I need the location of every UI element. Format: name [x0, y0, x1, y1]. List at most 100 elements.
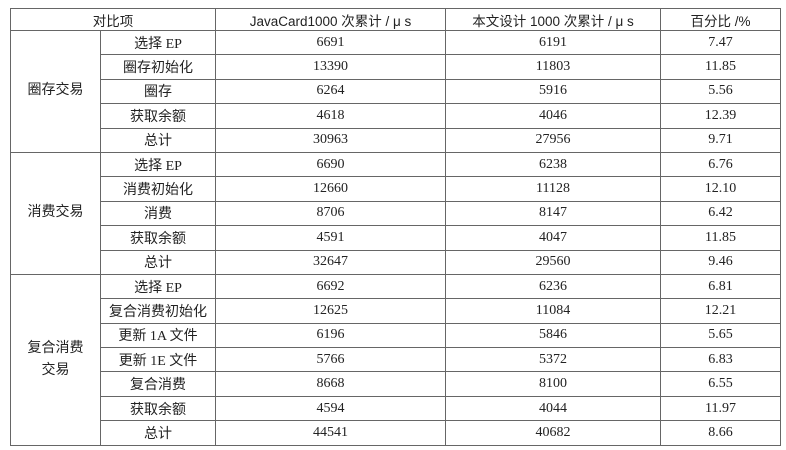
comparison-table: 对比项 JavaCard1000 次累计 / μ s 本文设计 1000 次累计… — [10, 8, 781, 446]
item-cell: 选择 EP — [100, 29, 216, 56]
group-cell: 圈存交易 — [10, 30, 101, 153]
value-cell: 6.42 — [660, 200, 781, 227]
item-cell: 更新 1A 文件 — [100, 322, 216, 349]
table-row: 圈存 6264 5916 5.56 — [11, 78, 781, 105]
value-cell: 6238 — [445, 151, 661, 178]
value-cell: 8668 — [215, 371, 446, 397]
value-cell: 4591 — [215, 225, 446, 251]
value-cell: 7.47 — [660, 29, 781, 56]
value-cell: 6692 — [215, 273, 446, 300]
value-cell: 12.10 — [660, 176, 781, 202]
item-cell: 选择 EP — [100, 151, 216, 178]
item-cell: 圈存 — [100, 78, 216, 105]
group-label: 圈存交易 — [27, 83, 84, 99]
value-cell: 44541 — [215, 420, 446, 446]
value-cell: 30963 — [215, 127, 446, 153]
value-cell: 6.83 — [660, 347, 781, 373]
value-cell: 6264 — [215, 78, 446, 105]
value-cell: 13390 — [215, 54, 446, 80]
item-cell: 总计 — [100, 249, 216, 275]
item-cell: 获取余额 — [100, 103, 216, 129]
group-cell: 复合消费交易 — [10, 273, 101, 446]
item-cell: 总计 — [100, 127, 216, 153]
value-cell: 6.76 — [660, 151, 781, 178]
table-row: 获取余额 4594 4044 11.97 — [11, 395, 781, 422]
group-label: 消费交易 — [27, 205, 84, 221]
value-cell: 4047 — [445, 225, 661, 251]
table-row: 复合消费交易 选择 EP 6692 6236 6.81 — [10, 273, 781, 446]
header-cell: 百分比 /% — [660, 8, 781, 31]
value-cell: 11803 — [445, 54, 661, 80]
table-row: 消费交易 选择 EP 6690 6238 6.76 — [10, 151, 781, 275]
value-cell: 27956 — [445, 127, 661, 153]
table-row: 总计 32647 29560 9.46 — [11, 249, 781, 275]
value-cell: 8706 — [215, 200, 446, 227]
item-cell: 获取余额 — [100, 225, 216, 251]
table-row: 更新 1A 文件 6196 5846 5.65 — [11, 322, 781, 349]
value-cell: 8.66 — [660, 420, 781, 446]
item-cell: 消费初始化 — [100, 176, 216, 202]
value-cell: 11.85 — [660, 54, 781, 80]
table-wrap: 对比项 JavaCard1000 次累计 / μ s 本文设计 1000 次累计… — [10, 8, 781, 446]
value-cell: 6.81 — [660, 273, 781, 300]
value-cell: 11084 — [445, 298, 661, 324]
item-cell: 获取余额 — [100, 395, 216, 422]
value-cell: 11128 — [445, 176, 661, 202]
table-row: 消费初始化 12660 11128 12.10 — [11, 176, 781, 202]
value-cell: 5766 — [215, 347, 446, 373]
value-cell: 4594 — [215, 395, 446, 422]
header-row: 对比项 JavaCard1000 次累计 / μ s 本文设计 1000 次累计… — [10, 8, 781, 31]
value-cell: 6236 — [445, 273, 661, 300]
item-cell: 复合消费初始化 — [100, 298, 216, 324]
value-cell: 5372 — [445, 347, 661, 373]
value-cell: 6.55 — [660, 371, 781, 397]
table-row: 复合消费初始化 12625 11084 12.21 — [11, 298, 781, 324]
value-cell: 12660 — [215, 176, 446, 202]
value-cell: 32647 — [215, 249, 446, 275]
value-cell: 8147 — [445, 200, 661, 227]
value-cell: 5846 — [445, 322, 661, 349]
header-cell: 对比项 — [10, 8, 216, 31]
group-label: 复合消费交易 — [27, 340, 84, 378]
value-cell: 11.85 — [660, 225, 781, 251]
table-row: 复合消费 8668 8100 6.55 — [11, 371, 781, 397]
item-cell: 圈存初始化 — [100, 54, 216, 80]
value-cell: 6196 — [215, 322, 446, 349]
table-row: 总计 30963 27956 9.71 — [11, 127, 781, 153]
table-row: 消费 8706 8147 6.42 — [11, 200, 781, 227]
value-cell: 8100 — [445, 371, 661, 397]
group-cell: 消费交易 — [10, 151, 101, 275]
header-cell: 本文设计 1000 次累计 / μ s — [445, 8, 661, 31]
value-cell: 9.71 — [660, 127, 781, 153]
value-cell: 12.21 — [660, 298, 781, 324]
value-cell: 12625 — [215, 298, 446, 324]
value-cell: 5.65 — [660, 322, 781, 349]
value-cell: 4046 — [445, 103, 661, 129]
item-cell: 总计 — [100, 420, 216, 446]
table-row: 总计 44541 40682 8.66 — [11, 420, 781, 446]
value-cell: 5916 — [445, 78, 661, 105]
value-cell: 9.46 — [660, 249, 781, 275]
value-cell: 4044 — [445, 395, 661, 422]
value-cell: 40682 — [445, 420, 661, 446]
value-cell: 6191 — [445, 29, 661, 56]
header-cell: JavaCard1000 次累计 / μ s — [215, 8, 446, 31]
value-cell: 6691 — [215, 29, 446, 56]
value-cell: 29560 — [445, 249, 661, 275]
table-row: 更新 1E 文件 5766 5372 6.83 — [11, 347, 781, 373]
value-cell: 5.56 — [660, 78, 781, 105]
value-cell: 11.97 — [660, 395, 781, 422]
table-row: 圈存初始化 13390 11803 11.85 — [11, 54, 781, 80]
table-body: 圈存交易 选择 EP 6691 6191 7.47 圈存初始化 13390 11803 11.8… — [10, 29, 781, 446]
value-cell: 6690 — [215, 151, 446, 178]
item-cell: 选择 EP — [100, 273, 216, 300]
value-cell: 12.39 — [660, 103, 781, 129]
table-row: 圈存交易 选择 EP 6691 6191 7.47 — [10, 29, 781, 153]
value-cell: 4618 — [215, 103, 446, 129]
item-cell: 复合消费 — [100, 371, 216, 397]
table-row: 获取余额 4591 4047 11.85 — [11, 225, 781, 251]
item-cell: 消费 — [100, 200, 216, 227]
item-cell: 更新 1E 文件 — [100, 347, 216, 373]
table-row: 获取余额 4618 4046 12.39 — [11, 103, 781, 129]
